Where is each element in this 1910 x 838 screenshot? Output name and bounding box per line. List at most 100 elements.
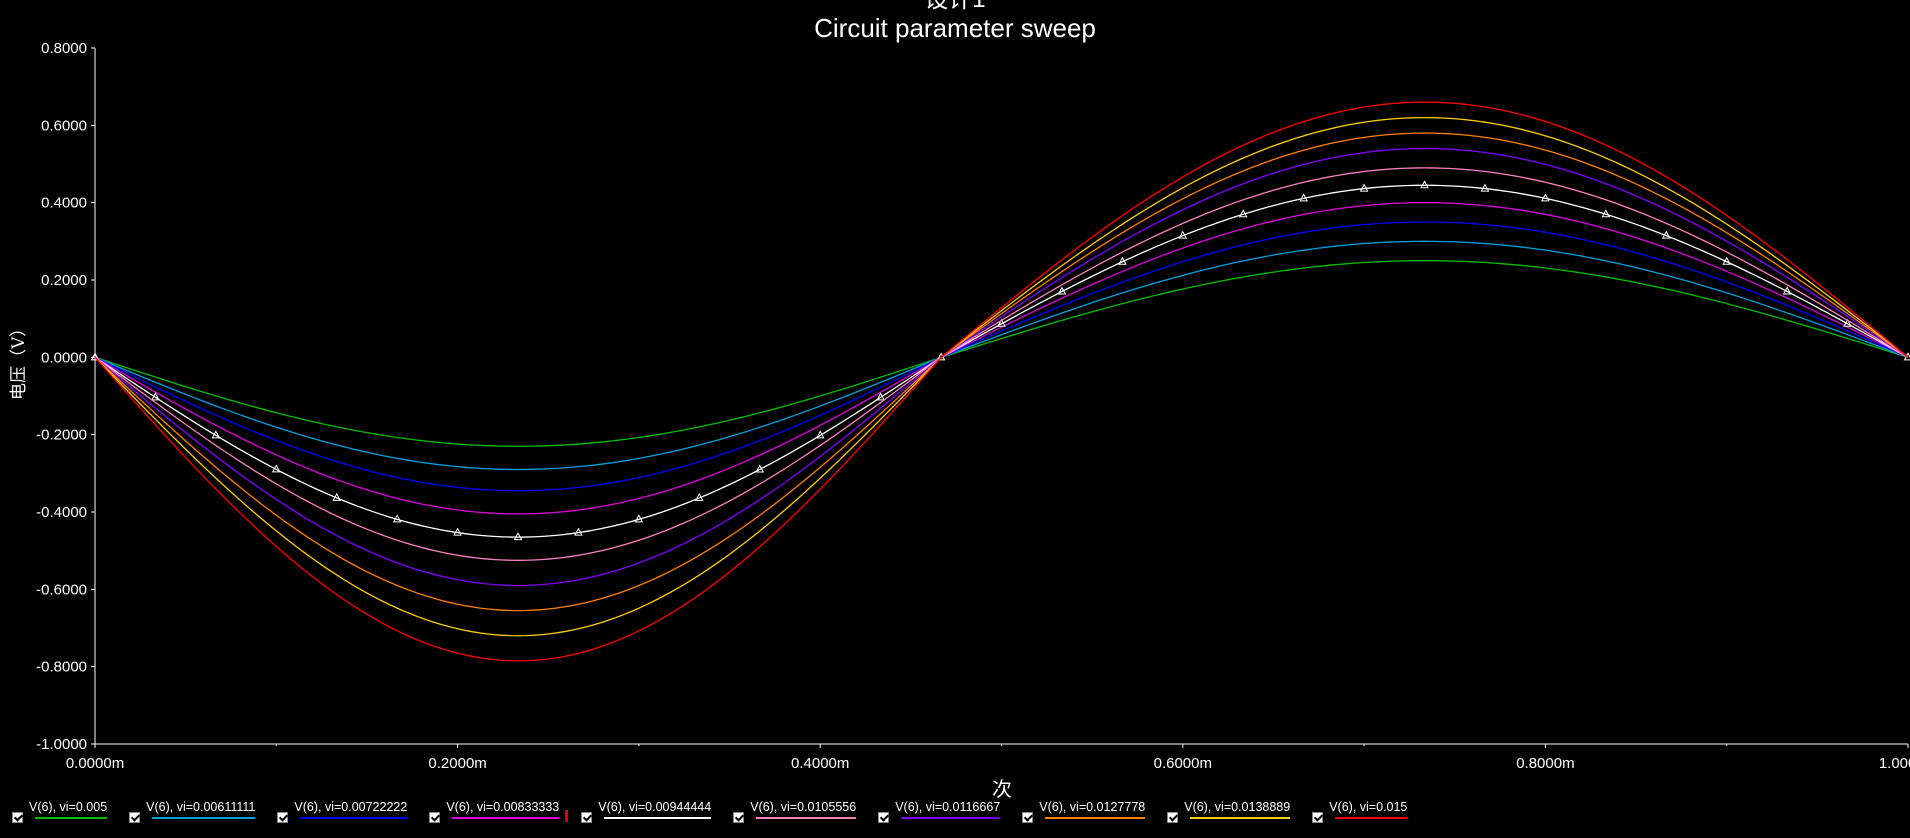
x-axis-label: 次 xyxy=(992,777,1012,801)
legend-checkbox[interactable] xyxy=(878,812,890,823)
chart-supertitle: 设计1 xyxy=(0,0,1910,14)
series-marker xyxy=(755,464,765,473)
series-marker xyxy=(1782,286,1792,295)
legend-label: V(6), vi=0.00611111 xyxy=(146,800,256,819)
legend-item[interactable]: V(6), vi=0.00722222 xyxy=(277,800,408,823)
y-tick-label: 0.8000 xyxy=(41,40,87,57)
series-marker xyxy=(1238,209,1248,218)
series-marker xyxy=(815,430,825,439)
series-line-7[interactable] xyxy=(94,147,1909,587)
legend-label: V(6), vi=0.00833333 xyxy=(446,800,560,819)
legend-checkbox[interactable] xyxy=(429,812,441,823)
legend-item[interactable]: V(6), vi=0.0105556 xyxy=(733,800,857,823)
legend-item[interactable]: V(6), vi=0.005 xyxy=(12,800,108,823)
legend-label: V(6), vi=0.0138889 xyxy=(1184,800,1291,819)
y-tick-label: 0.2000 xyxy=(41,272,87,289)
series-line-1[interactable] xyxy=(94,260,1909,447)
series-line-5[interactable] xyxy=(94,184,1909,538)
legend-item[interactable]: V(6), vi=0.00944444 xyxy=(565,800,712,823)
series-marker xyxy=(211,430,221,439)
series-marker xyxy=(392,514,402,523)
series-marker xyxy=(876,392,885,401)
legend-checkbox[interactable] xyxy=(129,812,141,823)
legend-label: V(6), vi=0.0105556 xyxy=(750,800,857,819)
legend-label: V(6), vi=0.00944444 xyxy=(598,800,712,819)
legend-item[interactable]: V(6), vi=0.0116667 xyxy=(878,800,1001,823)
series-line-9[interactable] xyxy=(94,116,1909,637)
series-marker xyxy=(1661,230,1671,239)
legend-label: V(6), vi=0.0116667 xyxy=(895,800,1001,819)
y-tick-label: -0.6000 xyxy=(36,581,87,598)
series-marker xyxy=(271,464,281,473)
y-axis-label: 电压（V） xyxy=(9,319,29,400)
series-marker xyxy=(1057,286,1067,295)
series-line-2[interactable] xyxy=(94,240,1909,471)
legend-swatch xyxy=(1335,817,1408,819)
legend-label: V(6), vi=0.005 xyxy=(29,800,108,819)
series-marker xyxy=(513,532,523,541)
series-marker xyxy=(1178,230,1188,239)
series-line-10[interactable] xyxy=(94,101,1909,662)
series-marker xyxy=(634,514,644,523)
legend-item[interactable]: V(6), vi=0.015 xyxy=(1312,800,1408,823)
series-line-3[interactable] xyxy=(94,221,1909,492)
series-marker xyxy=(1722,256,1732,265)
legend-item[interactable]: V(6), vi=0.0127778 xyxy=(1022,800,1146,823)
x-tick-label: 0.8000m xyxy=(1516,755,1574,772)
x-tick-label: 0.6000m xyxy=(1154,755,1212,772)
y-tick-label: 0.4000 xyxy=(41,195,87,212)
series-marker xyxy=(1420,180,1429,189)
legend-swatch xyxy=(604,817,712,819)
x-tick-label: 0.4000m xyxy=(791,755,849,772)
series-marker xyxy=(1541,193,1550,202)
legend-checkbox[interactable] xyxy=(1312,812,1324,823)
legend-item[interactable]: V(6), vi=0.00611111 xyxy=(129,800,256,823)
legend-swatch xyxy=(901,817,1001,819)
y-tick-label: -1.0000 xyxy=(36,736,87,753)
series-marker xyxy=(90,352,100,361)
legend-checkbox[interactable] xyxy=(1167,812,1179,823)
selection-marker xyxy=(565,810,569,822)
y-tick-label: -0.4000 xyxy=(36,504,87,521)
legend-swatch xyxy=(1190,817,1291,819)
legend-label: V(6), vi=0.0127778 xyxy=(1039,800,1146,819)
legend-checkbox[interactable] xyxy=(277,812,289,823)
x-tick-label: 1.0000m xyxy=(1879,755,1910,772)
chart-title: Circuit parameter sweep xyxy=(814,13,1096,43)
series-line-4[interactable] xyxy=(94,202,1909,515)
legend: V(6), vi=0.005 V(6), vi=0.00611111 V(6), v… xyxy=(12,800,1429,830)
series-line-6[interactable] xyxy=(94,167,1909,561)
series-marker xyxy=(574,527,583,536)
legend-swatch xyxy=(1045,817,1146,819)
series-marker xyxy=(1480,183,1490,192)
x-tick-label: 0.0000m xyxy=(66,755,124,772)
legend-item[interactable]: V(6), vi=0.00833333 xyxy=(429,800,560,823)
series-marker xyxy=(332,492,342,501)
series-line-8[interactable] xyxy=(94,132,1909,612)
legend-checkbox[interactable] xyxy=(581,812,593,823)
legend-swatch xyxy=(152,817,256,819)
series-marker xyxy=(997,318,1006,327)
series-marker xyxy=(694,492,704,501)
legend-item[interactable]: V(6), vi=0.0138889 xyxy=(1167,800,1291,823)
y-tick-label: -0.2000 xyxy=(36,427,87,444)
legend-checkbox[interactable] xyxy=(1022,812,1034,823)
legend-swatch xyxy=(452,817,560,819)
legend-checkbox[interactable] xyxy=(12,812,23,823)
legend-swatch xyxy=(756,817,857,819)
series-marker xyxy=(151,392,160,401)
legend-checkbox[interactable] xyxy=(733,812,745,823)
x-tick-label: 0.2000m xyxy=(428,755,486,772)
series-marker xyxy=(1601,209,1611,218)
y-tick-label: 0.6000 xyxy=(41,117,87,134)
y-tick-label: 0.0000 xyxy=(41,349,87,366)
series-marker xyxy=(1299,193,1309,202)
legend-swatch xyxy=(300,817,408,819)
legend-label: V(6), vi=0.00722222 xyxy=(294,800,408,819)
series-marker xyxy=(1118,256,1127,265)
legend-swatch xyxy=(35,817,108,819)
series-marker xyxy=(453,527,462,536)
series-marker xyxy=(1843,318,1852,327)
legend-label: V(6), vi=0.015 xyxy=(1329,800,1408,819)
